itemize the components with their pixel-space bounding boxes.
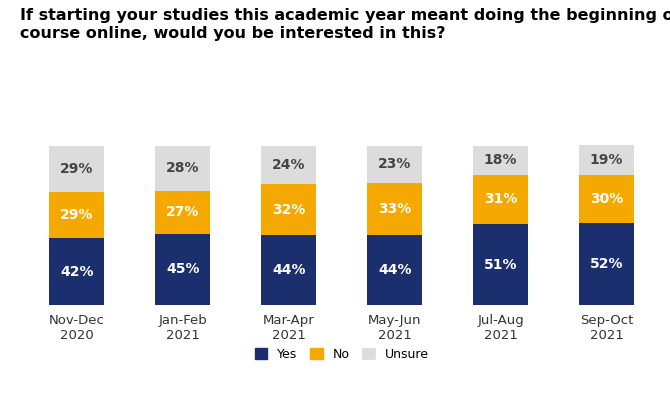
Bar <box>50 239 105 305</box>
Bar <box>261 235 316 305</box>
Text: 19%: 19% <box>590 153 623 167</box>
Bar <box>50 192 105 239</box>
Text: 30%: 30% <box>590 192 623 206</box>
Bar <box>155 191 210 234</box>
Bar <box>579 144 634 175</box>
Bar <box>473 224 528 305</box>
Text: 42%: 42% <box>60 265 94 279</box>
Bar <box>473 175 528 224</box>
Text: 51%: 51% <box>484 258 517 272</box>
Text: If starting your studies this academic year meant doing the beginning of your
co: If starting your studies this academic y… <box>20 8 670 41</box>
Legend: Yes, No, Unsure: Yes, No, Unsure <box>250 343 433 365</box>
Bar <box>261 146 316 184</box>
Text: 23%: 23% <box>378 158 411 171</box>
Text: 33%: 33% <box>378 202 411 216</box>
Text: 27%: 27% <box>166 205 200 219</box>
Bar <box>579 175 634 223</box>
Bar <box>367 183 422 235</box>
Bar <box>473 146 528 175</box>
Text: 44%: 44% <box>378 263 411 277</box>
Text: 44%: 44% <box>272 263 306 277</box>
Bar <box>50 146 105 192</box>
Text: 45%: 45% <box>166 263 200 276</box>
Text: 52%: 52% <box>590 257 623 271</box>
Bar <box>367 146 422 183</box>
Bar <box>155 234 210 305</box>
Bar <box>579 223 634 305</box>
Text: 24%: 24% <box>272 158 306 172</box>
Text: 18%: 18% <box>484 153 517 167</box>
Text: 32%: 32% <box>272 203 306 217</box>
Text: 29%: 29% <box>60 208 94 222</box>
Text: 31%: 31% <box>484 193 517 206</box>
Text: 29%: 29% <box>60 162 94 176</box>
Bar <box>261 184 316 235</box>
Text: 28%: 28% <box>166 162 200 175</box>
Bar <box>155 146 210 191</box>
Bar <box>367 235 422 305</box>
